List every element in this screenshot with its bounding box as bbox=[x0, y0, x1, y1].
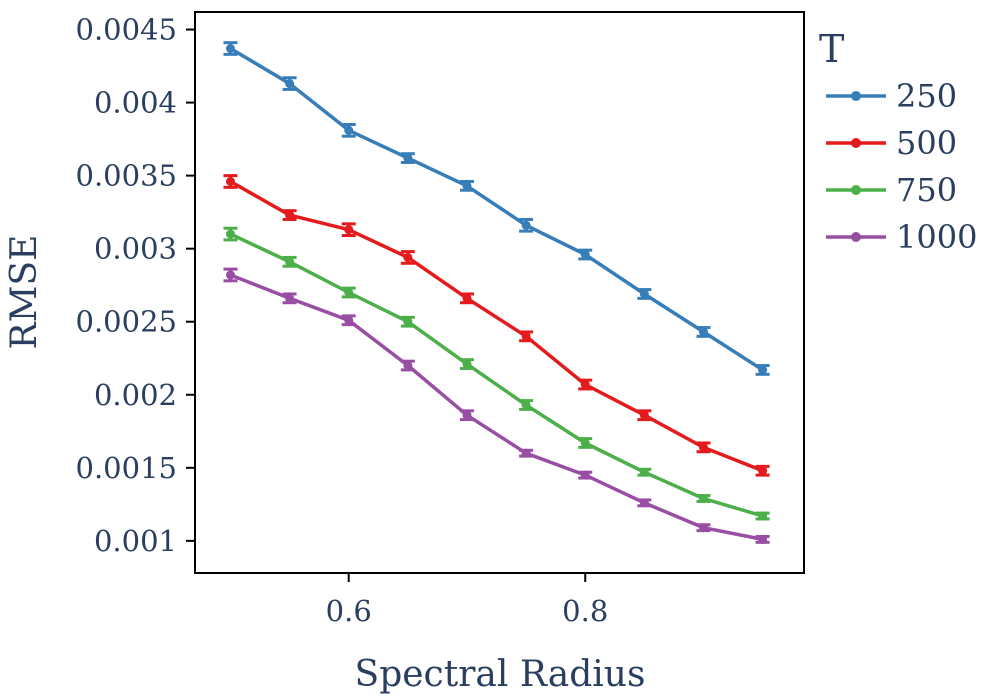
legend-label: 750 bbox=[896, 171, 957, 209]
series-750 bbox=[223, 226, 770, 521]
data-point bbox=[403, 252, 413, 262]
x-tick-label: 0.8 bbox=[562, 594, 608, 628]
y-axis-title: RMSE bbox=[4, 235, 45, 350]
data-point bbox=[403, 317, 413, 327]
legend-item-750: 750 bbox=[826, 171, 957, 209]
series-line bbox=[229, 179, 764, 473]
series-line bbox=[229, 232, 764, 518]
y-tick-label: 0.003 bbox=[94, 232, 177, 266]
data-point bbox=[285, 293, 295, 303]
data-point bbox=[344, 315, 354, 325]
data-point bbox=[639, 289, 649, 299]
y-tick-label: 0.002 bbox=[94, 378, 177, 412]
data-point bbox=[285, 257, 295, 267]
data-point bbox=[462, 410, 472, 420]
data-point bbox=[580, 470, 590, 480]
series-line bbox=[229, 46, 764, 372]
legend-item-250: 250 bbox=[826, 77, 957, 115]
data-point bbox=[521, 331, 531, 341]
legend-marker bbox=[851, 185, 861, 195]
legend-marker bbox=[851, 232, 861, 242]
data-point bbox=[698, 327, 708, 337]
data-point bbox=[580, 438, 590, 448]
series-500 bbox=[223, 174, 770, 477]
data-point bbox=[225, 229, 235, 239]
legend-marker bbox=[851, 138, 861, 148]
data-point bbox=[403, 361, 413, 371]
y-tick-label: 0.0025 bbox=[76, 305, 177, 339]
data-point bbox=[344, 288, 354, 297]
data-point bbox=[758, 365, 768, 375]
data-point bbox=[639, 410, 649, 420]
series-1000 bbox=[223, 267, 770, 544]
plot-area bbox=[194, 11, 805, 574]
data-point bbox=[462, 293, 472, 303]
y-tick-label: 0.0015 bbox=[76, 451, 177, 485]
data-point bbox=[344, 225, 354, 235]
legend-label: 250 bbox=[896, 77, 957, 115]
legend-label: 500 bbox=[896, 124, 957, 162]
data-point bbox=[521, 400, 531, 410]
plot-frame bbox=[194, 11, 805, 574]
series-line bbox=[229, 273, 763, 542]
y-tick-label: 0.004 bbox=[94, 86, 177, 120]
legend-marker bbox=[851, 91, 861, 101]
data-point bbox=[225, 176, 235, 186]
data-point bbox=[758, 466, 768, 476]
data-point bbox=[758, 534, 768, 544]
y-tick-label: 0.0035 bbox=[76, 159, 177, 193]
data-point bbox=[758, 511, 768, 521]
data-point bbox=[639, 467, 649, 477]
y-tick-label: 0.001 bbox=[94, 524, 177, 558]
data-point bbox=[580, 380, 590, 390]
data-point bbox=[462, 181, 472, 191]
data-point bbox=[285, 79, 295, 89]
legend: T 250 500 750 1000 bbox=[819, 27, 977, 256]
legend-item-500: 500 bbox=[826, 124, 957, 162]
data-point bbox=[403, 153, 413, 163]
legend-title: T bbox=[819, 27, 844, 71]
data-point bbox=[344, 125, 354, 135]
data-point bbox=[698, 442, 708, 452]
y-tick-label: 0.0045 bbox=[76, 13, 177, 47]
legend-item-1000: 1000 bbox=[826, 218, 977, 256]
data-point bbox=[698, 493, 708, 503]
data-point bbox=[521, 220, 531, 230]
data-point bbox=[225, 270, 235, 280]
x-tick-label: 0.6 bbox=[326, 594, 372, 628]
data-point bbox=[521, 448, 531, 458]
x-axis-ticks: 0.6 0.8 bbox=[326, 573, 608, 628]
data-point bbox=[225, 44, 235, 54]
data-point bbox=[698, 523, 708, 533]
series-250 bbox=[223, 41, 770, 376]
data-point bbox=[639, 498, 649, 508]
data-point bbox=[580, 250, 590, 260]
legend-label: 1000 bbox=[896, 218, 977, 256]
x-axis-title: Spectral Radius bbox=[355, 654, 646, 695]
y-axis-ticks: 0.001 0.0015 0.002 0.0025 0.003 0.0035 0.004 0.… bbox=[76, 13, 195, 558]
data-point bbox=[285, 210, 295, 220]
data-point bbox=[462, 359, 472, 369]
